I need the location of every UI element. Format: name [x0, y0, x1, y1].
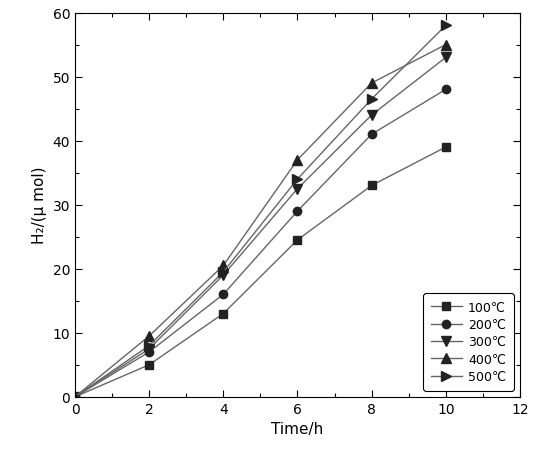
300℃ [294, 187, 301, 192]
100℃ [368, 183, 375, 189]
Y-axis label: H₂/(μ mol): H₂/(μ mol) [32, 166, 47, 244]
300℃ [146, 346, 152, 352]
200℃ [72, 394, 78, 400]
400℃ [443, 43, 449, 48]
Line: 400℃: 400℃ [70, 41, 451, 402]
200℃ [368, 132, 375, 138]
X-axis label: Time/h: Time/h [271, 421, 324, 436]
200℃ [294, 209, 301, 214]
Line: 500℃: 500℃ [70, 22, 451, 402]
500℃ [368, 97, 375, 102]
500℃ [146, 343, 152, 349]
400℃ [368, 81, 375, 87]
300℃ [220, 273, 227, 278]
400℃ [294, 158, 301, 163]
200℃ [146, 350, 152, 355]
400℃ [72, 394, 78, 400]
100℃ [72, 394, 78, 400]
400℃ [220, 263, 227, 269]
500℃ [294, 177, 301, 182]
300℃ [443, 55, 449, 61]
200℃ [220, 292, 227, 297]
Line: 300℃: 300℃ [70, 53, 451, 402]
Line: 100℃: 100℃ [71, 143, 450, 401]
500℃ [443, 23, 449, 29]
400℃ [146, 333, 152, 339]
500℃ [220, 270, 227, 275]
100℃ [443, 145, 449, 150]
100℃ [294, 238, 301, 243]
100℃ [146, 362, 152, 368]
100℃ [220, 311, 227, 317]
Line: 200℃: 200℃ [71, 86, 450, 401]
Legend: 100℃, 200℃, 300℃, 400℃, 500℃: 100℃, 200℃, 300℃, 400℃, 500℃ [423, 293, 513, 391]
200℃ [443, 87, 449, 93]
300℃ [368, 113, 375, 119]
300℃ [72, 394, 78, 400]
500℃ [72, 394, 78, 400]
